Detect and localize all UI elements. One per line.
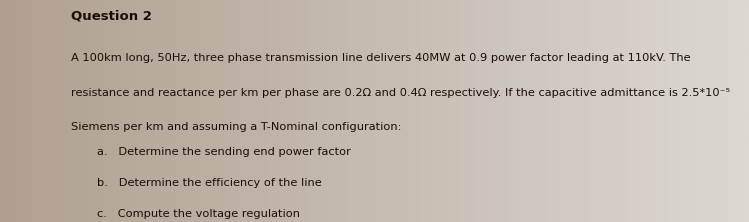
Text: a.   Determine the sending end power factor: a. Determine the sending end power facto… [97, 147, 351, 157]
Text: Question 2: Question 2 [71, 10, 152, 23]
Text: c.   Compute the voltage regulation: c. Compute the voltage regulation [97, 209, 300, 219]
Text: resistance and reactance per km per phase are 0.2Ω and 0.4Ω respectively. If the: resistance and reactance per km per phas… [71, 88, 730, 98]
Text: Siemens per km and assuming a T-Nominal configuration:: Siemens per km and assuming a T-Nominal … [71, 122, 401, 132]
Text: b.   Determine the efficiency of the line: b. Determine the efficiency of the line [97, 178, 322, 188]
Text: A 100km long, 50Hz, three phase transmission line delivers 40MW at 0.9 power fac: A 100km long, 50Hz, three phase transmis… [71, 53, 691, 63]
